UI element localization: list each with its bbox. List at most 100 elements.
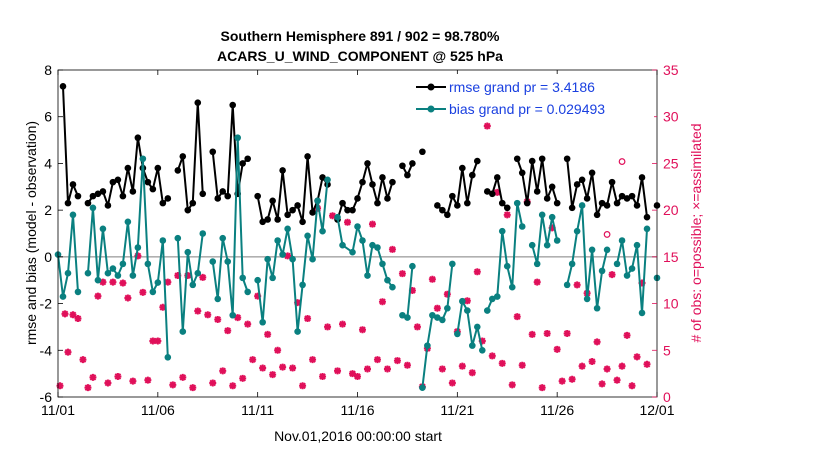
bias-point-9-0 <box>483 307 491 314</box>
bias-point-1-15 <box>159 237 167 244</box>
assimilated-obs-point-114 <box>623 331 631 339</box>
bias-point-11-2 <box>573 227 581 235</box>
bias-point-3-0 <box>209 258 217 265</box>
assimilated-obs-point-95 <box>528 330 536 338</box>
rmse-point-5-5 <box>359 178 366 186</box>
assimilated-obs-point-110 <box>603 365 611 373</box>
assimilated-obs-point-70 <box>403 361 411 369</box>
bias-point-11-4 <box>583 295 591 303</box>
assimilated-obs-point-82 <box>463 297 471 305</box>
assimilated-obs-point-21 <box>159 303 167 311</box>
bias-point-3-1 <box>214 295 222 303</box>
rmse-point-0-2 <box>69 181 77 188</box>
legend-bias-label: bias grand pr = 0.029493 <box>449 101 605 117</box>
bias-point-12-5 <box>638 309 646 317</box>
assimilated-obs-point-89 <box>498 359 506 367</box>
assimilated-obs-point-2 <box>64 348 72 356</box>
assimilated-obs-point-60 <box>354 372 361 380</box>
assimilated-obs-point-26 <box>184 272 192 280</box>
y-tick-label-5: 4 <box>44 155 52 171</box>
bias-point-10-0 <box>528 241 536 249</box>
assimilated-obs-point-9 <box>99 278 107 286</box>
rmse-point-9-4 <box>503 204 511 212</box>
bias-point-3-2 <box>219 234 227 242</box>
assimilated-obs-point-29 <box>199 273 207 281</box>
assimilated-obs-point-53 <box>319 372 327 380</box>
bias-point-5-9 <box>384 276 391 284</box>
bias-point-12-3 <box>628 265 636 272</box>
bias-point-7-2 <box>429 311 436 319</box>
bias-point-2-4 <box>194 269 202 277</box>
y-tick-label-7: 8 <box>44 62 52 78</box>
assimilated-obs-point-6 <box>84 384 92 392</box>
bias-point-8-1 <box>459 297 466 305</box>
rmse-series <box>59 83 661 226</box>
legend-box <box>412 74 654 122</box>
bias-point-4-14 <box>324 176 331 184</box>
bias-point-10-1 <box>533 260 541 268</box>
bias-point-8-2 <box>464 307 471 314</box>
rmse-point-4-13 <box>319 174 326 181</box>
rmse-point-5-7 <box>369 181 376 188</box>
y-axis-label: rmse and bias (model - observation) <box>23 121 39 345</box>
assimilated-obs-point-33 <box>219 367 227 375</box>
bias-series <box>54 134 661 391</box>
assimilated-obs-point-59 <box>349 370 357 378</box>
rmse-point-10-2 <box>523 199 531 207</box>
bias-point-9-2 <box>493 293 501 300</box>
bias-point-2-2 <box>184 248 192 256</box>
rmse-point-4-11 <box>309 209 316 216</box>
bias-point-4-6 <box>284 225 291 233</box>
bias-point-9-7 <box>518 223 526 230</box>
bias-point-1-11 <box>139 155 147 163</box>
bias-point-8-3 <box>469 342 476 349</box>
bias-point-9-4 <box>503 262 511 270</box>
rmse-point-9-1 <box>488 190 496 198</box>
y2-tick-label-6: 30 <box>663 109 679 125</box>
bias-point-1-10 <box>134 244 142 251</box>
assimilated-obs-point-88 <box>493 188 501 196</box>
assimilated-obs-point-92 <box>513 313 521 321</box>
bias-point-3-3 <box>224 258 232 265</box>
bias-point-4-3 <box>269 274 276 282</box>
bias-point-1-0 <box>84 269 92 277</box>
rmse-point-3-6 <box>239 160 246 167</box>
assimilated-obs-point-13 <box>119 279 127 287</box>
rmse-point-11-3 <box>578 176 586 184</box>
bias-point-9-6 <box>513 199 521 207</box>
assimilated-obs-point-93 <box>518 361 526 369</box>
assimilated-obs-point-24 <box>174 272 182 280</box>
bias-point-5-3 <box>354 223 361 230</box>
assimilated-obs-point-86 <box>483 122 491 130</box>
y2-tick-label-7: 35 <box>663 62 679 78</box>
rmse-point-5-10 <box>384 195 391 202</box>
assimilated-obs-point-61 <box>358 326 366 334</box>
rmse-point-1-9 <box>129 188 137 195</box>
assimilated-obs-point-117 <box>638 279 646 287</box>
legend-rmse-marker <box>427 83 435 91</box>
rmse-point-2-2 <box>184 206 192 214</box>
possible-obs-point-0 <box>603 231 611 238</box>
assimilated-obs-point-72 <box>413 323 421 331</box>
rmse-point-11-15 <box>638 174 646 181</box>
rmse-point-1-15 <box>159 199 167 207</box>
assimilated-obs-point-3 <box>69 311 77 319</box>
rmse-point-10-3 <box>528 157 536 165</box>
rmse-point-4-10 <box>304 153 311 160</box>
rmse-point-4-1 <box>259 218 266 226</box>
rmse-point-11-7 <box>598 199 606 207</box>
bias-point-2-1 <box>179 328 187 335</box>
assimilated-obs-point-55 <box>329 212 337 220</box>
assimilated-obs-point-65 <box>378 298 386 306</box>
assimilated-obs-point-35 <box>229 382 237 390</box>
rmse-point-4-6 <box>284 211 291 219</box>
assimilated-obs-point-75 <box>428 275 436 283</box>
bias-point-4-1 <box>259 318 266 326</box>
bias-line-segment-8 <box>456 300 484 351</box>
assimilated-obs-point-44 <box>274 346 282 354</box>
assimilated-obs-point-100 <box>553 345 561 353</box>
assimilated-obs-point-10 <box>104 379 112 387</box>
legend: rmse grand pr = 3.4186 bias grand pr = 0… <box>412 74 654 122</box>
rmse-point-0-0 <box>59 83 67 90</box>
rmse-point-1-1 <box>89 192 97 200</box>
